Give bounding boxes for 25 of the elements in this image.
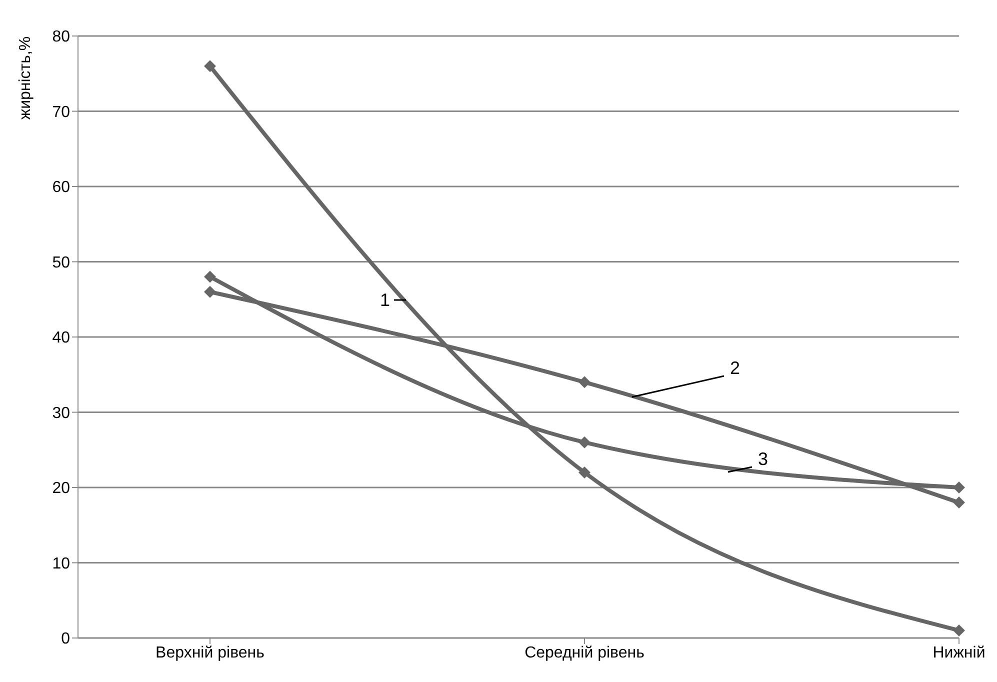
point — [204, 270, 216, 283]
x-tick-label: Верхній рівень — [156, 644, 264, 662]
point — [578, 376, 590, 388]
y-tick-label: 40 — [52, 330, 70, 347]
y-tick-label: 10 — [52, 555, 70, 572]
y-tick-label: 30 — [52, 404, 70, 422]
y-tick-label: 80 — [52, 28, 70, 46]
series-label: 1 — [380, 290, 390, 310]
y-tick-label: 0 — [61, 630, 70, 648]
series-label: 3 — [758, 449, 768, 469]
point — [953, 624, 965, 636]
y-tick-label: 60 — [52, 179, 70, 196]
y-tick-label: 50 — [52, 254, 70, 272]
point — [578, 466, 590, 478]
text: 2 — [730, 358, 740, 378]
x-tick-label: Нижній — [932, 644, 986, 662]
y-tick-label: 20 — [52, 480, 70, 498]
x-tick-label: Середній рівень — [524, 644, 644, 662]
point — [204, 286, 216, 298]
point — [578, 436, 590, 448]
point — [953, 482, 965, 494]
point — [204, 60, 216, 72]
y-tick-label: 70 — [52, 104, 70, 121]
y-axis-title: жирність,% — [17, 36, 34, 120]
point — [953, 496, 965, 509]
